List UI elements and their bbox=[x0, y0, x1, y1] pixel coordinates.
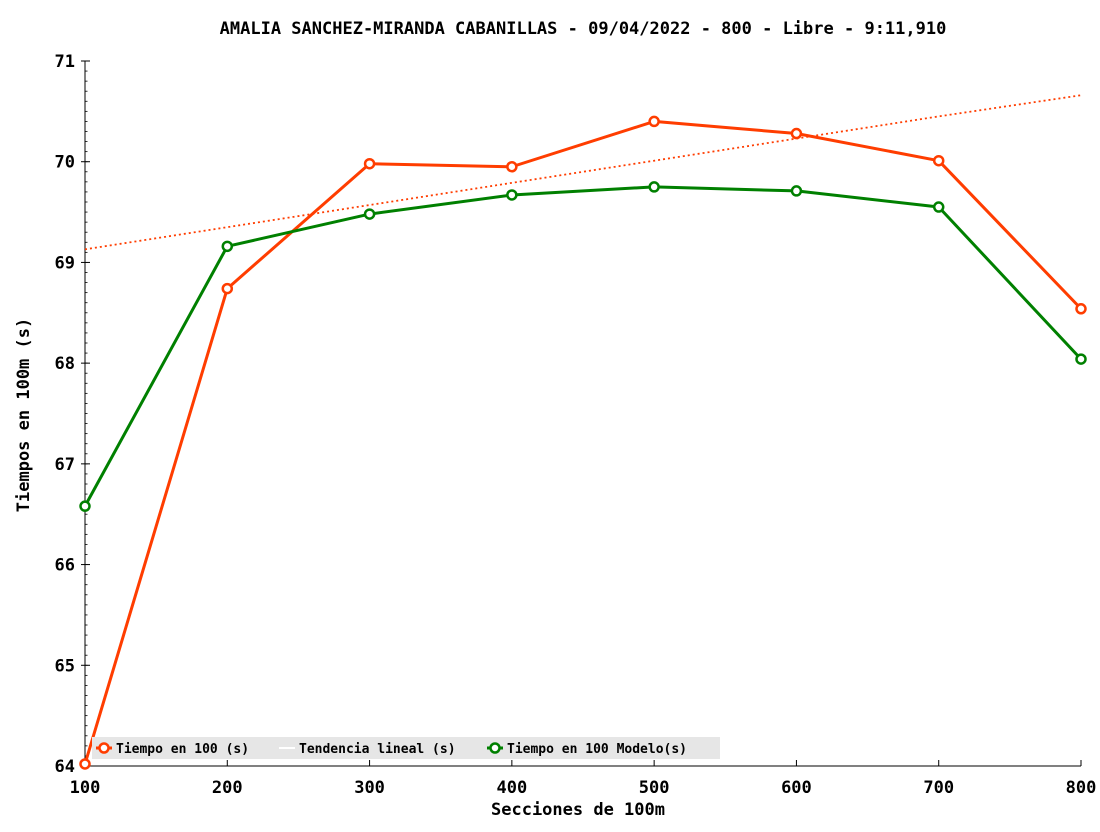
data-point bbox=[79, 758, 91, 770]
x-tick-label: 700 bbox=[923, 778, 954, 798]
x-tick-label: 800 bbox=[1066, 778, 1097, 798]
data-point bbox=[648, 115, 660, 128]
series-0 bbox=[79, 115, 1087, 770]
y-axis-label: Tiempos en 100m (s) bbox=[14, 318, 34, 512]
data-point bbox=[363, 208, 376, 220]
x-tick-label: 500 bbox=[639, 778, 670, 798]
legend-label: Tiempo en 100 Modelo(s) bbox=[507, 742, 687, 757]
chart-title: AMALIA SANCHEZ-MIRANDA CABANILLAS - 09/0… bbox=[220, 19, 947, 39]
data-point bbox=[1075, 303, 1087, 315]
x-tick-label: 200 bbox=[212, 778, 243, 798]
series-layer bbox=[79, 94, 1087, 770]
legend-marker bbox=[98, 742, 110, 754]
y-tick-label: 71 bbox=[55, 52, 75, 72]
data-point bbox=[221, 240, 234, 253]
data-point bbox=[790, 185, 803, 197]
x-tick-label: 300 bbox=[354, 778, 385, 798]
legend-box bbox=[92, 737, 720, 759]
series-2 bbox=[79, 181, 1087, 512]
y-tick-label: 65 bbox=[55, 656, 75, 676]
data-point bbox=[790, 127, 803, 140]
legend-label: Tendencia lineal (s) bbox=[299, 742, 456, 757]
x-tick-label: 400 bbox=[496, 778, 527, 798]
y-tick-label: 70 bbox=[55, 153, 75, 173]
y-tick-label: 67 bbox=[55, 455, 75, 475]
series-1 bbox=[84, 94, 1082, 251]
x-axis-label: Secciones de 100m bbox=[491, 800, 665, 820]
y-tick-label: 68 bbox=[55, 354, 75, 374]
data-point bbox=[1075, 353, 1087, 365]
x-tick-label: 600 bbox=[781, 778, 812, 798]
data-point bbox=[932, 154, 945, 167]
data-point bbox=[932, 201, 945, 213]
legend: Tiempo en 100 (s) Tendencia lineal (s) Tie… bbox=[92, 737, 720, 759]
data-point bbox=[506, 189, 518, 201]
y-tick-label: 69 bbox=[55, 253, 75, 273]
series-line bbox=[83, 119, 1083, 765]
legend-marker bbox=[489, 742, 501, 754]
data-point bbox=[506, 161, 518, 173]
y-tick-label: 64 bbox=[55, 757, 75, 777]
data-point bbox=[363, 157, 376, 170]
data-point bbox=[648, 181, 660, 193]
y-tick-label: 66 bbox=[55, 556, 75, 576]
axes: 64 65 66 67 68 69 70 71 100 200 300 400 500 600 700 800 bbox=[55, 52, 1097, 798]
x-tick-label: 100 bbox=[70, 778, 101, 798]
trend-line bbox=[84, 94, 1082, 251]
legend-label: Tiempo en 100 (s) bbox=[116, 742, 249, 757]
data-point bbox=[221, 282, 234, 295]
series-line bbox=[83, 185, 1083, 507]
data-point bbox=[79, 500, 91, 512]
